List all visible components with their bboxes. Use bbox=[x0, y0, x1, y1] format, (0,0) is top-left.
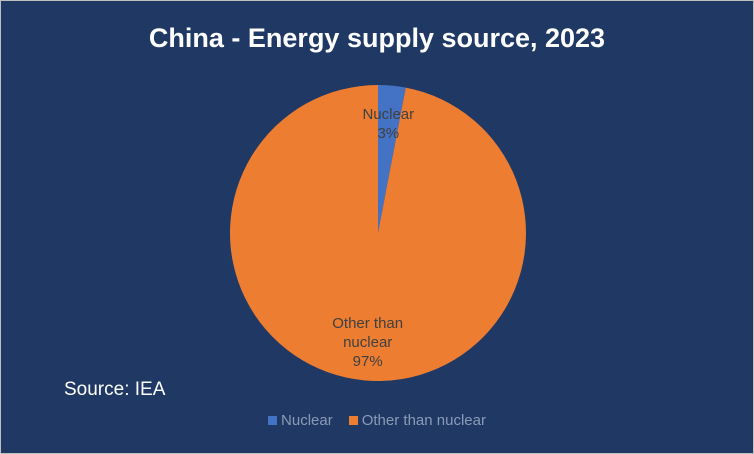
pie-slice bbox=[378, 85, 406, 233]
data-label-name: Nuclear bbox=[362, 105, 415, 123]
data-label-value: 3% bbox=[377, 124, 400, 142]
legend-label: Other than nuclear bbox=[361, 412, 486, 429]
legend-swatch bbox=[268, 416, 278, 425]
legend: Nuclear Other than nuclear bbox=[1, 412, 753, 429]
pie-slice bbox=[229, 85, 526, 381]
legend-item: Other than nuclear bbox=[348, 412, 486, 429]
data-label-value: 97% bbox=[352, 352, 383, 370]
legend-item: Nuclear bbox=[268, 412, 333, 429]
chart-title: China - Energy supply source, 2023 bbox=[148, 23, 606, 53]
legend-label: Nuclear bbox=[281, 412, 333, 429]
data-label-name: Other than nuclear bbox=[332, 314, 404, 351]
annotation: Source: IEA bbox=[64, 379, 166, 400]
legend-swatch bbox=[348, 416, 358, 425]
data-label: Nuclear 3% bbox=[333, 105, 443, 143]
data-label: Other than nuclear 97% bbox=[313, 314, 423, 371]
